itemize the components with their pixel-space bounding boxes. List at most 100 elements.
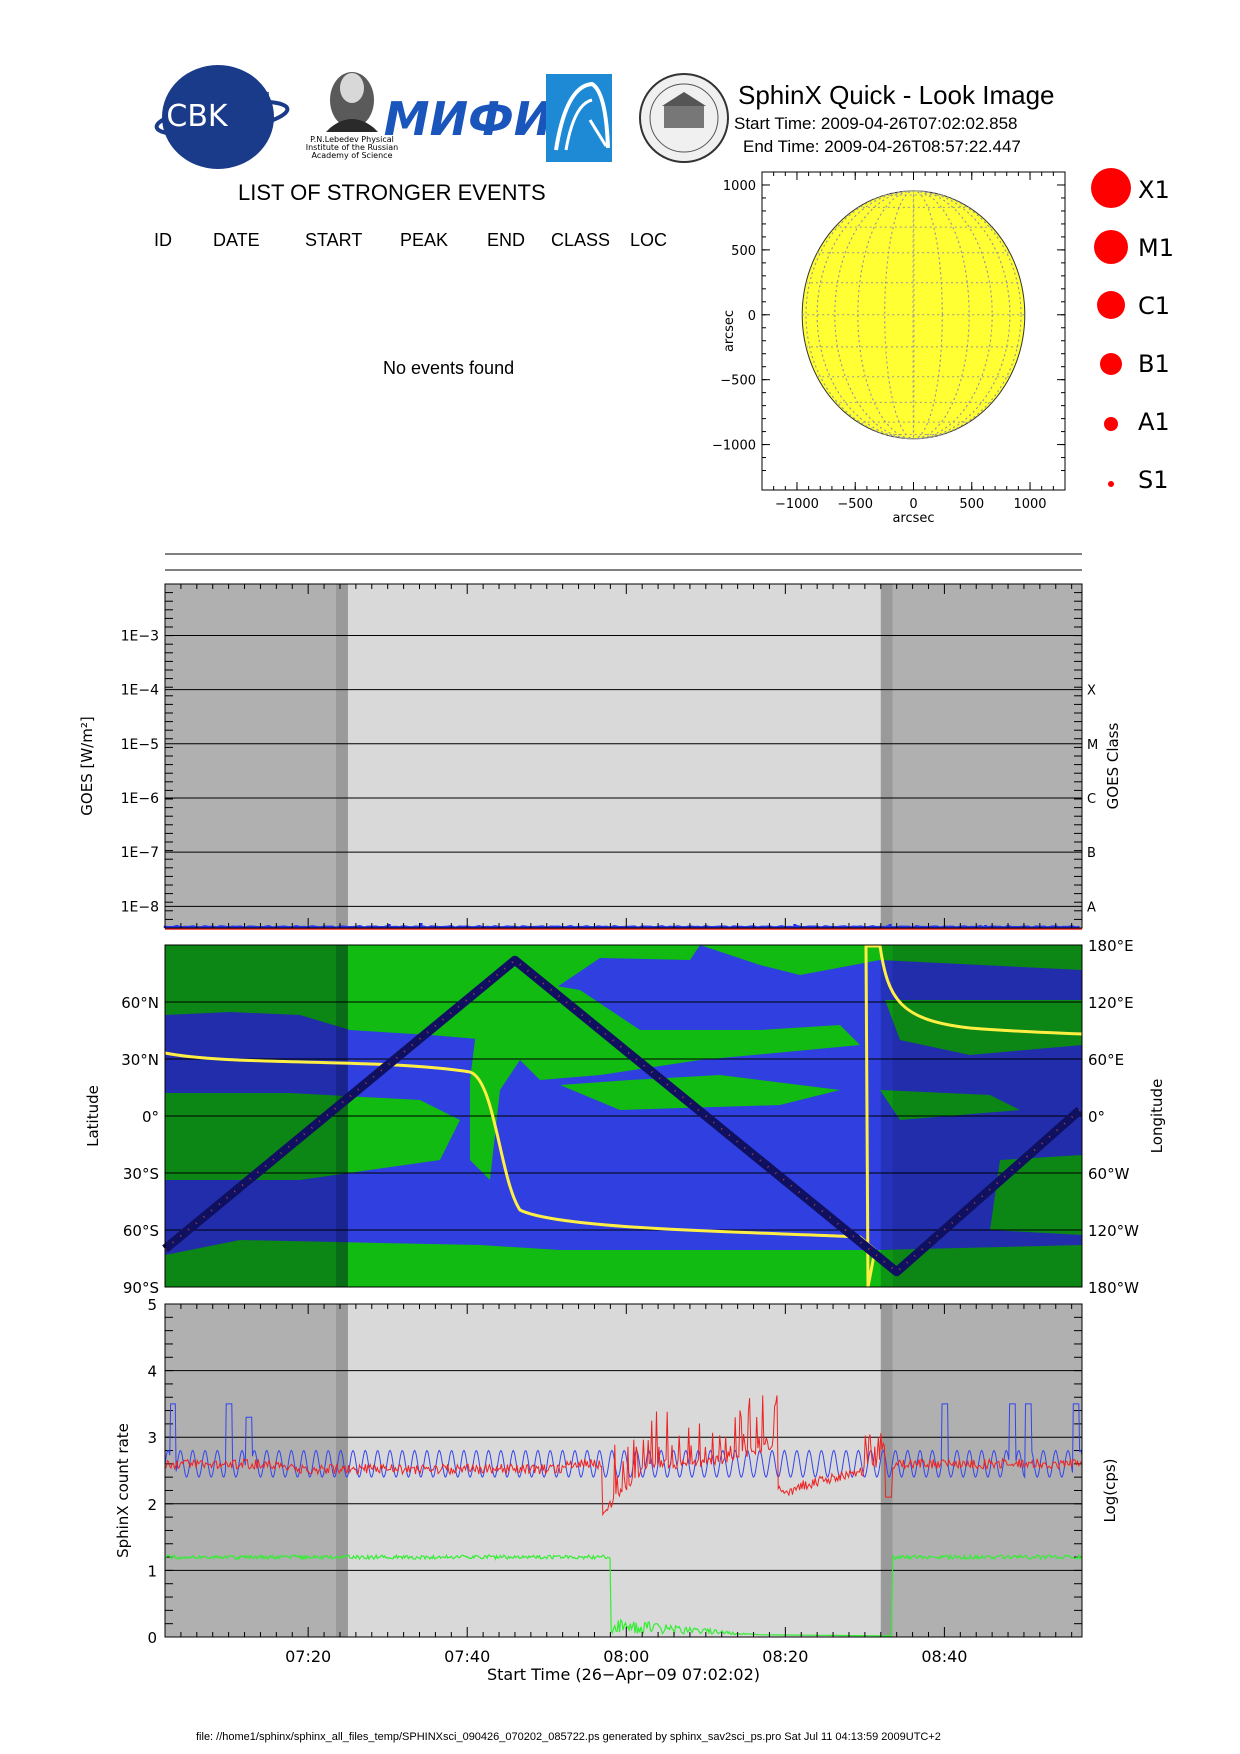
disk-ytick-label: 500 [731, 244, 756, 259]
lebedev-logo: P.N.Lebedev Physical Institute of the Ru… [306, 72, 398, 160]
mifi-logo-text: МИФИ [384, 92, 552, 146]
map-ytick-label: 60°S [123, 1222, 159, 1240]
logo-strip: CBK PAN P.N.Lebedev Physical Institute o… [154, 65, 729, 169]
legend-m1-marker [1094, 230, 1128, 264]
goes-class-label: B [1087, 846, 1096, 861]
university-seal-logo [639, 73, 729, 163]
disk-ytick-label: 1000 [723, 179, 756, 194]
sphinx-plot-frame [164, 1303, 1083, 1638]
legend-a1-marker [1104, 417, 1118, 431]
disk-ylabel: arcsec [722, 310, 737, 352]
disk-xlabel: arcsec [892, 511, 934, 526]
eclipse-band [165, 1304, 348, 1637]
disk-xtick-label: 500 [959, 497, 984, 512]
mifi-logo: МИФИ [384, 92, 552, 146]
col-start: START [305, 230, 363, 250]
map-y2tick-label: 180°E [1088, 937, 1134, 955]
saa-band [880, 584, 893, 928]
goes-spike [419, 923, 423, 927]
map-plot-frame [164, 944, 1083, 1288]
legend-x1-marker [1091, 168, 1131, 208]
goes-spike [387, 924, 391, 927]
sphinx-xtick-label: 08:40 [921, 1647, 967, 1666]
map-y2tick-label: 120°W [1088, 1222, 1139, 1240]
map-ylabel: Latitude [84, 1085, 102, 1147]
sphinx-ytick-label: 0 [147, 1629, 157, 1647]
legend-s1-marker [1108, 481, 1114, 487]
goes-spike [888, 924, 892, 927]
map-landmass [165, 1240, 1082, 1287]
footer-file-info: file: //home1/sphinx/sphinx_all_files_te… [196, 1731, 941, 1743]
sphinx-ytick-label: 1 [147, 1562, 157, 1580]
sphinx-red-series [164, 1395, 1082, 1517]
map-ytick-label: 0° [142, 1108, 159, 1126]
disk-ytick-label: −500 [720, 374, 756, 389]
sphinx-ylabel: SphinX count rate [114, 1423, 132, 1558]
sphinx-y2label: Log(cps) [1101, 1458, 1119, 1522]
map-landmass [165, 1093, 460, 1180]
goes-ytick-label: 1E−3 [121, 628, 159, 644]
events-title: LIST OF STRONGER EVENTS [238, 180, 546, 205]
disk-ytick-label: 0 [748, 309, 756, 324]
goes-class-label: X [1087, 684, 1096, 699]
end-time: End Time: 2009-04-26T08:57:22.447 [743, 137, 1021, 156]
map-ground-track-markers [164, 958, 1081, 1274]
goes-plot-frame [164, 583, 1083, 929]
disk-ytick-label: −1000 [712, 439, 756, 454]
lebedev-line3: Academy of Science [312, 151, 393, 160]
goes-ytick-label: 1E−8 [121, 899, 159, 915]
col-id: ID [154, 230, 172, 250]
cbk-logo-side: PAN [259, 91, 272, 110]
map-landmass [700, 945, 1082, 975]
sphinx-xtick-label: 08:00 [603, 1647, 649, 1666]
map-landmass [885, 1000, 1082, 1055]
legend-b1-label: B1 [1138, 350, 1170, 378]
cbk-logo-text: CBK [166, 99, 229, 134]
map-y2tick-label: 60°W [1088, 1165, 1130, 1183]
eclipse-band [892, 584, 1082, 928]
goes-class-label: C [1087, 792, 1096, 807]
goes-y2label: GOES Class [1104, 722, 1122, 809]
sphinx-green-series [164, 1553, 1082, 1637]
disk-xtick-label: −1000 [775, 497, 819, 512]
legend-a1-label: A1 [1138, 408, 1170, 436]
map-y2tick-label: 60°E [1088, 1051, 1124, 1069]
map-landmass [165, 945, 700, 1040]
legend-b1-marker [1100, 353, 1122, 375]
sphinx-xtick-label: 07:20 [285, 1647, 331, 1666]
legend-x1-label: X1 [1138, 176, 1170, 204]
sphinx-ytick-label: 3 [147, 1429, 157, 1447]
legend-m1-label: M1 [1138, 234, 1174, 262]
map-terminator-line [164, 944, 1083, 1288]
goes-ytick-label: 1E−7 [121, 845, 159, 861]
col-loc: LOC [630, 230, 668, 250]
sphinx-xtick-label: 07:40 [444, 1647, 490, 1666]
goes-ytick-label: 1E−4 [121, 683, 159, 699]
map-y2label: Longitude [1148, 1079, 1166, 1154]
map-landmass [560, 1075, 840, 1110]
page-title: SphinX Quick - Look Image [738, 80, 1055, 110]
goes-ytick-label: 1E−6 [121, 791, 159, 807]
solar-disk-chart: −1000 −500 0 500 1000 1000 500 0 −500 −1000 arcsec… [712, 168, 1174, 526]
sphinx-ytick-label: 2 [147, 1496, 157, 1514]
map-y2tick-label: 0° [1088, 1108, 1105, 1126]
col-end: END [487, 230, 526, 250]
goes-ylabel: GOES [W/m²] [78, 716, 96, 815]
map-y2tick-label: 180°W [1088, 1279, 1139, 1297]
goes-ytick-label: 1E−5 [121, 737, 159, 753]
map-ytick-label: 60°N [121, 994, 159, 1012]
disk-xtick-label: −500 [837, 497, 873, 512]
col-peak: PEAK [400, 230, 449, 250]
goes-spike [793, 924, 797, 927]
map-ytick-label: 30°S [123, 1165, 159, 1183]
col-date: DATE [213, 230, 260, 250]
legend-c1-label: C1 [1138, 292, 1170, 320]
saa-band [335, 584, 348, 928]
sphinx-ytick-label: 5 [147, 1296, 157, 1314]
legend-c1-marker [1097, 291, 1125, 319]
flare-size-legend: X1 M1 C1 B1 A1 S1 [1091, 168, 1174, 494]
agency-logo [546, 74, 612, 162]
sphinx-xtick-label: 08:20 [762, 1647, 808, 1666]
map-landmass [470, 980, 860, 1180]
